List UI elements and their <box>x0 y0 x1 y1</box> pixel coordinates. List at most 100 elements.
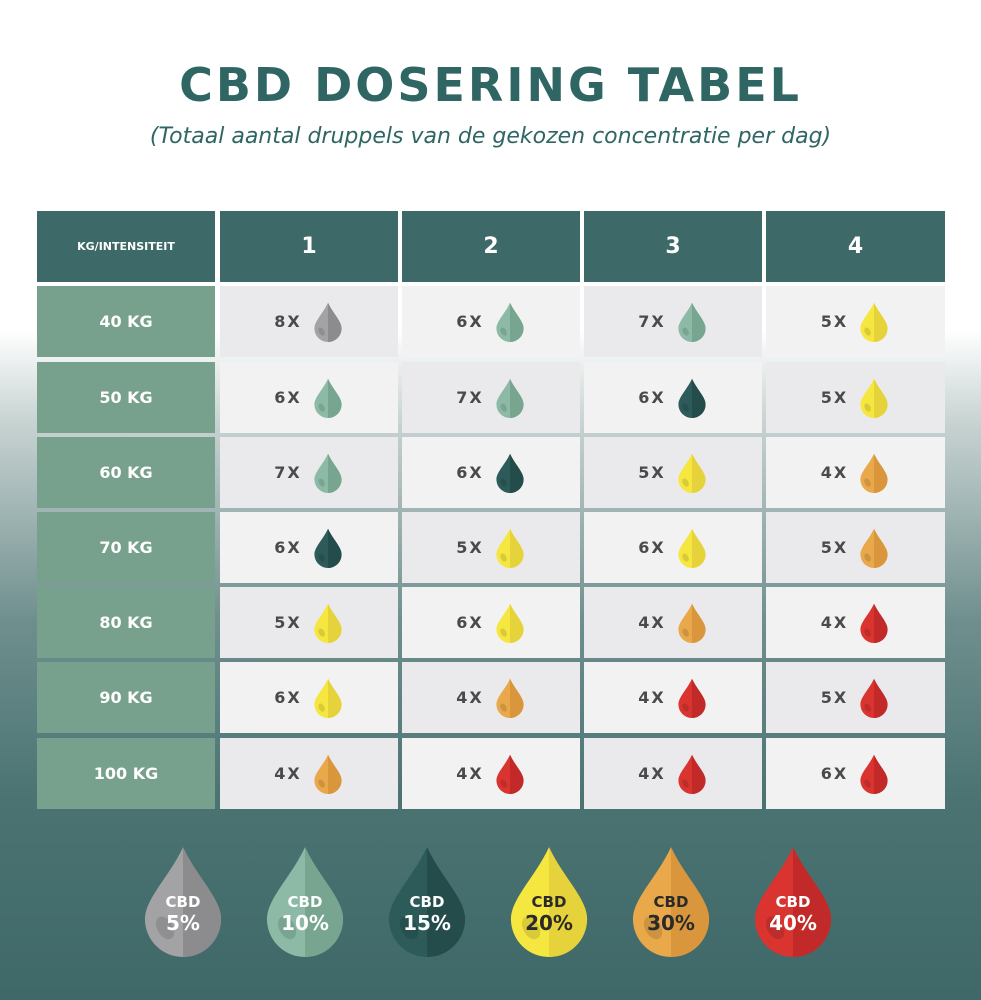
dose-cell: 4X <box>584 738 762 809</box>
drop-icon <box>678 378 706 418</box>
dose-cell: 6X <box>402 286 580 357</box>
drop-count: 5X <box>820 538 849 557</box>
drop-count: 6X <box>456 613 484 632</box>
drop-count: 5X <box>820 688 849 707</box>
drop-icon <box>860 528 888 568</box>
drop-count: 5X <box>638 463 666 482</box>
drop-icon <box>678 302 706 342</box>
drop-count: 5X <box>456 538 484 557</box>
drop-count: 4X <box>274 764 302 783</box>
drop-icon <box>314 302 342 342</box>
drop-icon <box>314 678 342 718</box>
drop-count: 4X <box>456 764 484 783</box>
legend-label: CBD <box>653 893 689 911</box>
legend-value: 30% <box>647 911 695 935</box>
drop-icon <box>860 378 888 418</box>
dose-cell: 7X <box>220 437 398 508</box>
dose-cell: 6X <box>584 512 762 583</box>
drop-icon <box>754 847 832 957</box>
drop-icon <box>496 378 524 418</box>
row-label-weight: 80 KG <box>37 587 215 658</box>
dose-cell: 4X <box>220 738 398 809</box>
drop-icon <box>860 603 888 643</box>
legend-label: CBD <box>409 893 445 911</box>
legend-value: 15% <box>403 911 451 935</box>
drop-icon <box>496 453 524 493</box>
corner-header: KG/INTENSITEIT <box>37 211 215 282</box>
drop-icon <box>860 678 888 718</box>
drop-icon <box>632 847 710 957</box>
dose-cell: 4X <box>766 587 945 658</box>
dose-cell: 5X <box>766 512 945 583</box>
drop-icon <box>496 302 524 342</box>
drop-icon <box>678 528 706 568</box>
drop-icon <box>510 847 588 957</box>
row-label-weight: 100 KG <box>37 738 215 809</box>
drop-icon <box>678 453 706 493</box>
drop-icon <box>860 302 888 342</box>
drop-count: 7X <box>274 463 302 482</box>
dose-cell: 5X <box>766 662 945 733</box>
legend-value: 20% <box>525 911 573 935</box>
drop-count: 5X <box>274 613 302 632</box>
drop-count: 6X <box>638 538 666 557</box>
dose-cell: 5X <box>766 362 945 433</box>
column-header: 1 <box>220 211 398 282</box>
drop-count: 7X <box>638 312 666 331</box>
drop-icon <box>678 678 706 718</box>
legend-label: CBD <box>287 893 323 911</box>
dose-cell: 5X <box>402 512 580 583</box>
drop-icon <box>388 847 466 957</box>
dose-cell: 6X <box>766 738 945 809</box>
dose-cell: 6X <box>220 362 398 433</box>
drop-icon <box>314 528 342 568</box>
drop-count: 4X <box>456 688 484 707</box>
column-header: 2 <box>402 211 580 282</box>
concentration-legend: CBD 5% CBD 10% CBD 15% CBD 20% CBD 30% CBD 40% <box>0 845 981 960</box>
drop-icon <box>860 754 888 794</box>
drop-icon <box>496 754 524 794</box>
page-subtitle: (Totaal aantal druppels van de gekozen c… <box>149 124 832 149</box>
legend-drop-30pct: CBD 30% <box>625 845 717 957</box>
drop-icon <box>496 603 524 643</box>
legend-label: CBD <box>531 893 567 911</box>
drop-count: 6X <box>638 388 666 407</box>
drop-icon <box>314 378 342 418</box>
row-label-weight: 50 KG <box>37 362 215 433</box>
drop-count: 4X <box>820 463 849 482</box>
drop-icon <box>860 453 888 493</box>
legend-drop-5pct: CBD 5% <box>137 845 229 957</box>
legend-drop-20pct: CBD 20% <box>503 845 595 957</box>
legend-value: 10% <box>281 911 329 935</box>
drop-count: 6X <box>274 538 302 557</box>
dose-cell: 7X <box>584 286 762 357</box>
dose-cell: 6X <box>220 662 398 733</box>
dose-cell: 6X <box>402 587 580 658</box>
drop-count: 4X <box>820 613 849 632</box>
drop-count: 7X <box>456 388 484 407</box>
dose-cell: 4X <box>402 738 580 809</box>
drop-count: 6X <box>274 688 302 707</box>
legend-label: CBD <box>775 893 811 911</box>
dose-cell: 4X <box>402 662 580 733</box>
drop-count: 4X <box>638 613 666 632</box>
dose-cell: 6X <box>584 362 762 433</box>
dose-cell: 4X <box>766 437 945 508</box>
dose-cell: 5X <box>584 437 762 508</box>
drop-icon <box>678 754 706 794</box>
dose-cell: 6X <box>220 512 398 583</box>
dose-cell: 4X <box>584 662 762 733</box>
drop-icon <box>496 678 524 718</box>
drop-icon <box>314 453 342 493</box>
drop-count: 6X <box>456 312 484 331</box>
dose-cell: 6X <box>402 437 580 508</box>
drop-icon <box>144 847 222 957</box>
row-label-weight: 60 KG <box>37 437 215 508</box>
drop-icon <box>496 528 524 568</box>
drop-count: 6X <box>820 764 849 783</box>
dose-cell: 5X <box>220 587 398 658</box>
row-label-weight: 70 KG <box>37 512 215 583</box>
column-header: 4 <box>766 211 945 282</box>
drop-count: 4X <box>638 688 666 707</box>
legend-value: 5% <box>166 911 200 935</box>
